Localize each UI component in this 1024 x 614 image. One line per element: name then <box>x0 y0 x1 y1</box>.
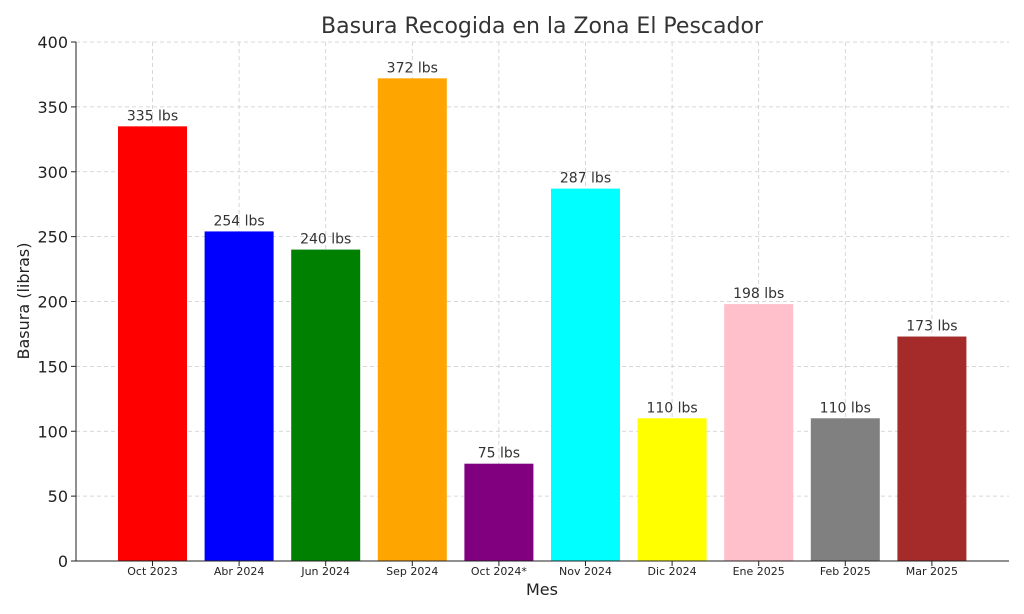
bar-sep-2024 <box>377 78 447 561</box>
bar-oct-2023 <box>118 126 187 562</box>
data-label: 335 lbs <box>127 108 178 124</box>
y-tick-label: 350 <box>37 98 68 117</box>
x-tick-label: Oct 2023 <box>127 565 178 578</box>
y-tick-label: 150 <box>37 357 68 376</box>
data-label: 173 lbs <box>906 319 957 335</box>
data-label: 198 lbs <box>733 286 784 302</box>
chart-title: Basura Recogida en la Zona El Pescador <box>321 14 764 39</box>
data-label: 110 lbs <box>646 400 697 416</box>
bar-feb-2025 <box>810 418 880 561</box>
y-tick-label: 0 <box>58 552 68 571</box>
x-tick-label: Mar 2025 <box>906 565 958 578</box>
data-label: 372 lbs <box>387 60 438 76</box>
data-label: 287 lbs <box>560 171 611 187</box>
bar-dic-2024 <box>637 418 707 561</box>
data-labels: 335 lbs 254 lbs 240 lbs 372 lbs 75 lbs 287 lb… <box>127 60 958 461</box>
data-label: 110 lbs <box>820 400 871 416</box>
y-tick-label: 300 <box>37 163 68 182</box>
bar-jun-2024 <box>291 249 361 561</box>
data-label: 240 lbs <box>300 232 351 248</box>
x-tick-label: Nov 2024 <box>559 565 612 578</box>
y-tick-labels: 0 50 100 150 200 250 300 350 400 <box>37 33 76 571</box>
y-tick-label: 200 <box>37 293 68 312</box>
x-tick-label: Ene 2025 <box>733 565 785 578</box>
y-tick-label: 100 <box>37 422 68 441</box>
x-tick-label: Oct 2024* <box>471 565 528 578</box>
y-tick-label: 400 <box>37 33 68 52</box>
bar-mar-2025 <box>897 336 967 561</box>
x-axis-label: Mes <box>526 580 558 599</box>
x-tick-labels: Oct 2023 Abr 2024 Jun 2024 Sep 2024 Oct 2024… <box>127 561 958 578</box>
y-tick-label: 250 <box>37 228 68 247</box>
y-tick-label: 50 <box>48 487 68 506</box>
bar-oct-2024 <box>464 463 534 561</box>
data-label: 75 lbs <box>478 446 520 462</box>
bar-abr-2024 <box>204 231 274 561</box>
x-tick-label: Feb 2025 <box>820 565 871 578</box>
bar-ene-2025 <box>724 304 794 561</box>
bar-nov-2024 <box>551 188 620 561</box>
x-tick-label: Dic 2024 <box>648 565 697 578</box>
x-tick-label: Abr 2024 <box>214 565 265 578</box>
x-tick-label: Sep 2024 <box>386 565 438 578</box>
y-axis-label: Basura (libras) <box>14 243 33 360</box>
x-tick-label: Jun 2024 <box>300 565 350 578</box>
bars <box>118 78 967 562</box>
data-label: 254 lbs <box>213 213 264 229</box>
